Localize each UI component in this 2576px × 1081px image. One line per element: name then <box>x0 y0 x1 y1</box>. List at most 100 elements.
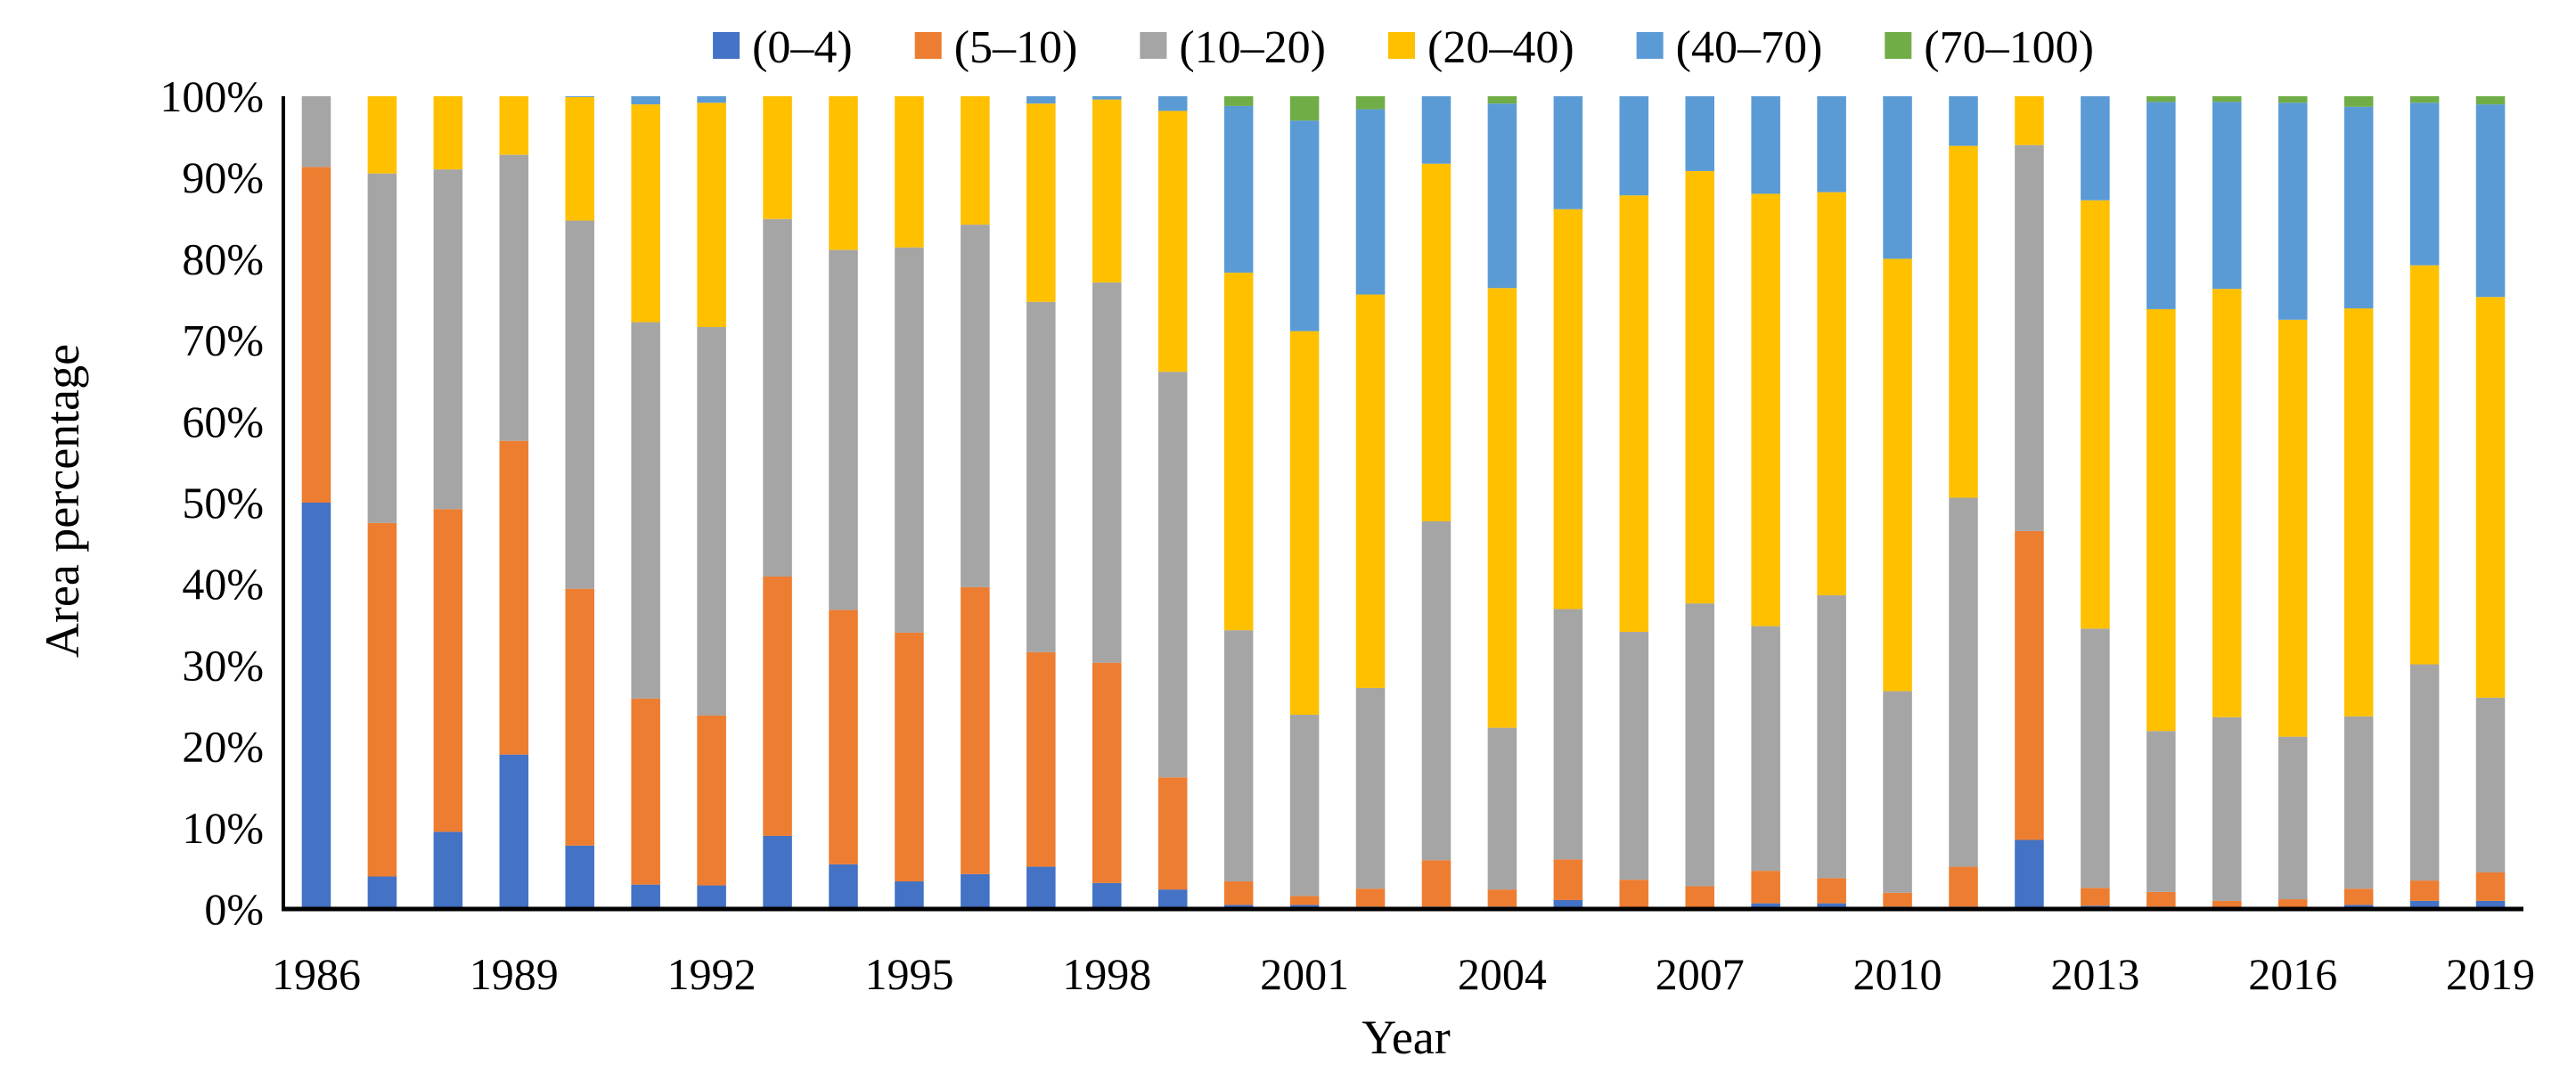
bar-1996-series-3 <box>961 96 990 225</box>
x-tick-label-2019: 2019 <box>2446 949 2535 999</box>
legend: (0–4) (5–10) (10–20) (20–40) (40–70) (70–100) <box>713 22 2094 73</box>
legend-item-4: (40–70) <box>1636 22 1822 73</box>
series-1 <box>301 167 2506 908</box>
bar-2001-series-4 <box>1289 120 1320 332</box>
bar-1989-series-2 <box>499 154 529 441</box>
bar-2017-series-3 <box>2343 308 2374 717</box>
series-3 <box>367 96 2506 737</box>
bar-1996-series-1 <box>961 586 990 874</box>
bar-2010-series-3 <box>1883 258 1912 692</box>
bar-1990-series-4 <box>565 96 595 97</box>
bar-2005-series-2 <box>1553 609 1583 860</box>
bar-2019-series-4 <box>2475 104 2506 298</box>
bar-2013-series-1 <box>2081 888 2110 906</box>
bar-2007-series-3 <box>1685 170 1715 604</box>
bar-2007-series-4 <box>1685 96 1715 171</box>
bar-2005-series-1 <box>1553 859 1583 900</box>
x-tick-label-2010: 2010 <box>1853 949 1942 999</box>
bar-2014-series-4 <box>2147 102 2176 309</box>
x-tick-label-2001: 2001 <box>1260 949 1349 999</box>
legend-label-1: (5–10) <box>954 22 1078 73</box>
bar-2016-series-4 <box>2278 102 2308 320</box>
bar-2008-series-0 <box>1751 903 1780 909</box>
bar-1999-series-3 <box>1157 111 1188 373</box>
bar-1997-series-2 <box>1026 301 1056 652</box>
bar-2015-series-1 <box>2212 900 2242 908</box>
x-tick-label-2007: 2007 <box>1656 949 1745 999</box>
series-2 <box>301 96 2506 901</box>
legend-label-2: (10–20) <box>1179 22 1326 73</box>
legend-item-3: (20–40) <box>1388 22 1574 73</box>
bar-2012-series-3 <box>2015 96 2044 145</box>
bar-2003-series-1 <box>1421 860 1452 907</box>
bar-2015-series-2 <box>2212 717 2242 901</box>
bar-2018-series-1 <box>2409 880 2440 901</box>
bar-2002-series-5 <box>1355 96 1386 110</box>
bar-1990-series-2 <box>565 220 595 589</box>
bar-2004-series-4 <box>1487 103 1517 289</box>
bar-2019-series-5 <box>2475 96 2506 105</box>
bar-2002-series-3 <box>1355 294 1386 688</box>
bar-1987-series-3 <box>367 96 397 174</box>
legend-item-5: (70–100) <box>1885 22 2094 73</box>
bar-2003-series-3 <box>1421 163 1452 521</box>
bar-2007-series-1 <box>1685 886 1715 908</box>
bar-2005-series-4 <box>1553 96 1583 209</box>
bar-2018-series-3 <box>2409 265 2440 665</box>
bar-2006-series-4 <box>1619 96 1649 196</box>
x-axis-title: Year <box>1362 1011 1451 1064</box>
legend-swatch-3 <box>1388 32 1415 59</box>
bar-2013-series-4 <box>2081 96 2110 201</box>
bar-2006-series-3 <box>1619 195 1649 633</box>
bar-2014-series-1 <box>2147 891 2176 907</box>
x-tick-label-1989: 1989 <box>470 949 559 999</box>
bar-1996-series-0 <box>961 873 990 909</box>
bar-1994-series-3 <box>829 96 858 250</box>
legend-label-0: (0–4) <box>752 22 853 73</box>
bar-1999-series-2 <box>1157 372 1188 778</box>
bar-1991-series-4 <box>631 96 660 105</box>
bar-1992-series-4 <box>697 96 726 103</box>
bar-1993-series-1 <box>763 576 792 836</box>
bar-1990-series-0 <box>565 845 595 909</box>
bar-1992-series-2 <box>697 327 726 716</box>
bar-2003-series-4 <box>1421 96 1452 164</box>
bar-2009-series-4 <box>1817 96 1846 192</box>
bar-1998-series-4 <box>1092 96 1122 100</box>
bar-1997-series-4 <box>1026 96 1056 104</box>
y-tick-label-3: 30% <box>182 640 264 690</box>
bar-2009-series-3 <box>1817 192 1846 595</box>
bar-1987-series-0 <box>367 876 397 909</box>
bar-1993-series-3 <box>763 96 792 219</box>
bar-2017-series-1 <box>2343 889 2374 905</box>
bar-1990-series-3 <box>565 96 595 221</box>
bar-2014-series-5 <box>2147 96 2176 102</box>
legend-swatch-2 <box>1140 32 1167 59</box>
bar-1999-series-4 <box>1157 96 1188 111</box>
legend-item-1: (5–10) <box>914 22 1078 73</box>
x-tick-label-1986: 1986 <box>272 949 361 999</box>
y-tick-label-1: 10% <box>182 803 264 853</box>
bar-2019-series-3 <box>2475 297 2506 698</box>
x-tick-labels: 1986 1989 1992 1995 1998 2001 2004 2007 2010 2013… <box>272 949 2535 999</box>
bar-2002-series-1 <box>1355 889 1386 907</box>
y-tick-label-10: 100% <box>159 71 264 121</box>
bar-2014-series-2 <box>2147 731 2176 892</box>
x-tick-label-1992: 1992 <box>667 949 756 999</box>
legend-item-0: (0–4) <box>713 22 853 73</box>
bar-1994-series-2 <box>829 250 858 610</box>
bar-1986-series-2 <box>301 96 331 168</box>
x-tick-label-2016: 2016 <box>2248 949 2337 999</box>
legend-swatch-1 <box>914 32 942 59</box>
bar-2000-series-3 <box>1223 272 1254 631</box>
bar-2005-series-0 <box>1553 899 1583 909</box>
bar-1991-series-3 <box>631 104 660 323</box>
bar-2013-series-2 <box>2081 628 2110 889</box>
bar-2009-series-2 <box>1817 594 1846 879</box>
bar-2016-series-2 <box>2278 736 2308 900</box>
bar-2017-series-5 <box>2343 96 2374 107</box>
bar-2002-series-2 <box>1355 687 1386 889</box>
bar-2016-series-5 <box>2278 96 2308 103</box>
bar-1988-series-0 <box>433 831 463 909</box>
bar-2009-series-1 <box>1817 878 1846 904</box>
